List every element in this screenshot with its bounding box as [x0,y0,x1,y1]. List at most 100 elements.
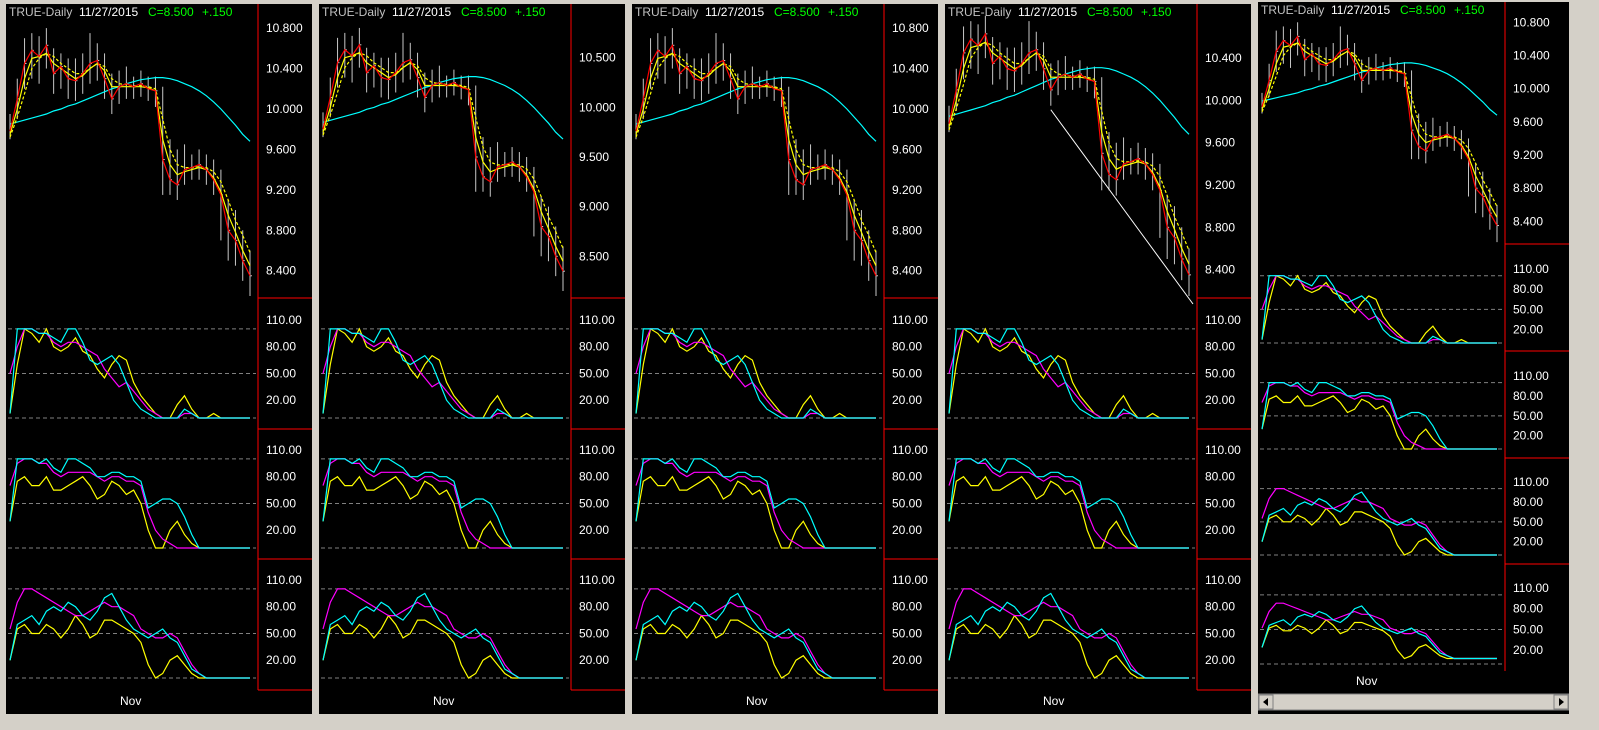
osc-line-cyan [1261,605,1497,660]
chart-window-1[interactable]: TRUE-Daily 11/27/2015 C=8.500 +.150 10.800 10… [6,4,312,714]
chart-header: TRUE-Daily 11/27/2015 C=8.500 +.150 [1261,3,1485,17]
oscillator-pane-1: 110.00 80.00 50.00 20.00 [634,298,938,430]
long-ma-line [1261,62,1498,116]
long-ma-line [635,76,877,142]
date-label: 11/27/2015 [1331,3,1390,17]
oscillator-pane-3: 110.00 80.00 50.00 20.00 [1260,458,1569,565]
price-tick-label: 10.800 [892,21,929,35]
price-tick-label: 9.200 [266,183,296,197]
osc-tick-label: 110.00 [579,573,615,587]
osc-tick-label: 20.00 [1205,393,1235,407]
osc-tick-label: 20.00 [266,523,296,537]
oscillator-pane-2: 110.00 80.00 50.00 20.00 [947,429,1251,560]
price-tick-label: 9.000 [579,200,609,214]
osc-tick-label: 80.00 [579,600,609,614]
osc-tick-label: 110.00 [1513,475,1549,489]
osc-tick-label: 20.00 [892,523,922,537]
trendline [1050,109,1194,305]
osc-line-cyan [322,458,563,549]
osc-line-yellow [948,475,1189,549]
chart-window-5[interactable]: TRUE-Daily 11/27/2015 C=8.500 +.150 10.800 10… [1258,2,1569,714]
price-tick-label: 9.600 [266,142,296,156]
osc-tick-label: 50.00 [892,496,922,510]
price-tick-label: 10.000 [1205,93,1242,107]
price-tick-label: 9.600 [1205,136,1235,150]
osc-tick-label: 50.00 [1205,626,1235,640]
osc-tick-label: 110.00 [1205,443,1241,457]
osc-tick-label: 50.00 [1513,409,1543,423]
x-axis-month-label: Nov [433,694,454,708]
osc-tick-label: 80.00 [579,470,609,484]
osc-tick-label: 50.00 [1513,515,1543,529]
osc-line-cyan [322,328,563,419]
price-tick-label: 9.200 [1513,148,1543,162]
chart-window-4[interactable]: TRUE-Daily 11/27/2015 C=8.500 +.150 10.400 10… [945,4,1251,714]
price-tick-label: 9.600 [1513,115,1543,129]
scroll-left-button[interactable] [1258,694,1274,710]
osc-line-yellow [635,475,876,549]
x-axis-month-label: Nov [1043,694,1064,708]
slow-ma-line [322,52,564,249]
price-tick-label: 10.800 [266,21,303,35]
osc-tick-label: 80.00 [579,340,609,354]
osc-tick-label: 110.00 [1205,573,1241,587]
price-tick-label: 10.400 [1513,48,1550,62]
osc-tick-label: 110.00 [579,313,615,327]
osc-tick-label: 80.00 [1205,470,1235,484]
price-tick-label: 10.400 [266,62,303,76]
chart-svg[interactable]: TRUE-Daily 11/27/2015 C=8.500 +.15010.80010… [1258,2,1569,714]
price-tick-label: 9.200 [1205,178,1235,192]
close-line [322,43,564,272]
chart-window-2[interactable]: TRUE-Daily 11/27/2015 C=8.500 +.150 10.500 10… [319,4,625,714]
price-tick-label: 8.800 [1205,220,1235,234]
osc-line-yellow [9,475,250,549]
chart-header: TRUE-Daily 11/27/2015 C=8.500 +.150 [948,5,1172,19]
price-pane: 10.800 10.400 10.000 9.600 9.200 8.800 8.400 [1261,2,1569,245]
date-label: 11/27/2015 [392,5,451,19]
osc-line-cyan [1261,491,1497,556]
osc-tick-label: 20.00 [1513,535,1543,549]
chart-svg[interactable]: TRUE-Daily 11/27/2015 C=8.500 +.15010.80010… [632,4,938,714]
oscillator-pane-3: 110.00 80.00 50.00 20.00 [321,559,625,691]
osc-tick-label: 110.00 [892,443,928,457]
osc-tick-label: 80.00 [1513,389,1543,403]
osc-tick-label: 20.00 [266,653,296,667]
scroll-right-button[interactable] [1553,694,1569,710]
osc-tick-label: 50.00 [266,626,296,640]
osc-tick-label: 80.00 [266,340,296,354]
scrollbar[interactable] [1258,693,1569,711]
osc-tick-label: 110.00 [1513,581,1549,595]
osc-tick-label: 20.00 [1205,653,1235,667]
osc-tick-label: 50.00 [579,366,609,380]
price-tick-label: 10.000 [266,102,303,116]
osc-tick-label: 110.00 [1513,262,1549,276]
osc-tick-label: 50.00 [1513,622,1543,636]
chart-svg[interactable]: TRUE-Daily 11/27/2015 C=8.500 +.15010.50010… [319,4,625,714]
right-arrow-icon [1559,698,1564,706]
close-value: C=8.500 [774,5,820,19]
price-tick-label: 8.400 [1513,214,1543,228]
chart-window-3[interactable]: TRUE-Daily 11/27/2015 C=8.500 +.150 10.800 10… [632,4,938,714]
price-tick-label: 8.400 [266,264,296,278]
price-tick-label: 8.800 [892,223,922,237]
scrollbar-track [1258,693,1569,711]
long-ma-line [948,67,1190,135]
date-label: 11/27/2015 [79,5,138,19]
osc-tick-label: 50.00 [579,496,609,510]
change-value: +.150 [202,5,233,19]
osc-tick-label: 110.00 [1205,313,1241,327]
osc-line-cyan [322,592,563,679]
osc-line-cyan [948,458,1189,549]
close-value: C=8.500 [1400,3,1446,17]
chart-svg[interactable]: TRUE-Daily 11/27/2015 C=8.500 +.15010.40010… [945,4,1251,714]
oscillator-pane-1: 110.00 80.00 50.00 20.00 [947,298,1251,430]
price-tick-label: 8.400 [1205,263,1235,277]
osc-tick-label: 20.00 [579,523,609,537]
date-label: 11/27/2015 [1018,5,1077,19]
close-line [9,43,251,277]
price-tick-label: 10.000 [892,102,929,116]
chart-svg[interactable]: TRUE-Daily 11/27/2015 C=8.500 +.15010.80010… [6,4,312,714]
price-pane: 10.400 10.000 9.600 9.200 8.800 8.400 [948,4,1251,305]
osc-line-cyan [9,592,250,679]
